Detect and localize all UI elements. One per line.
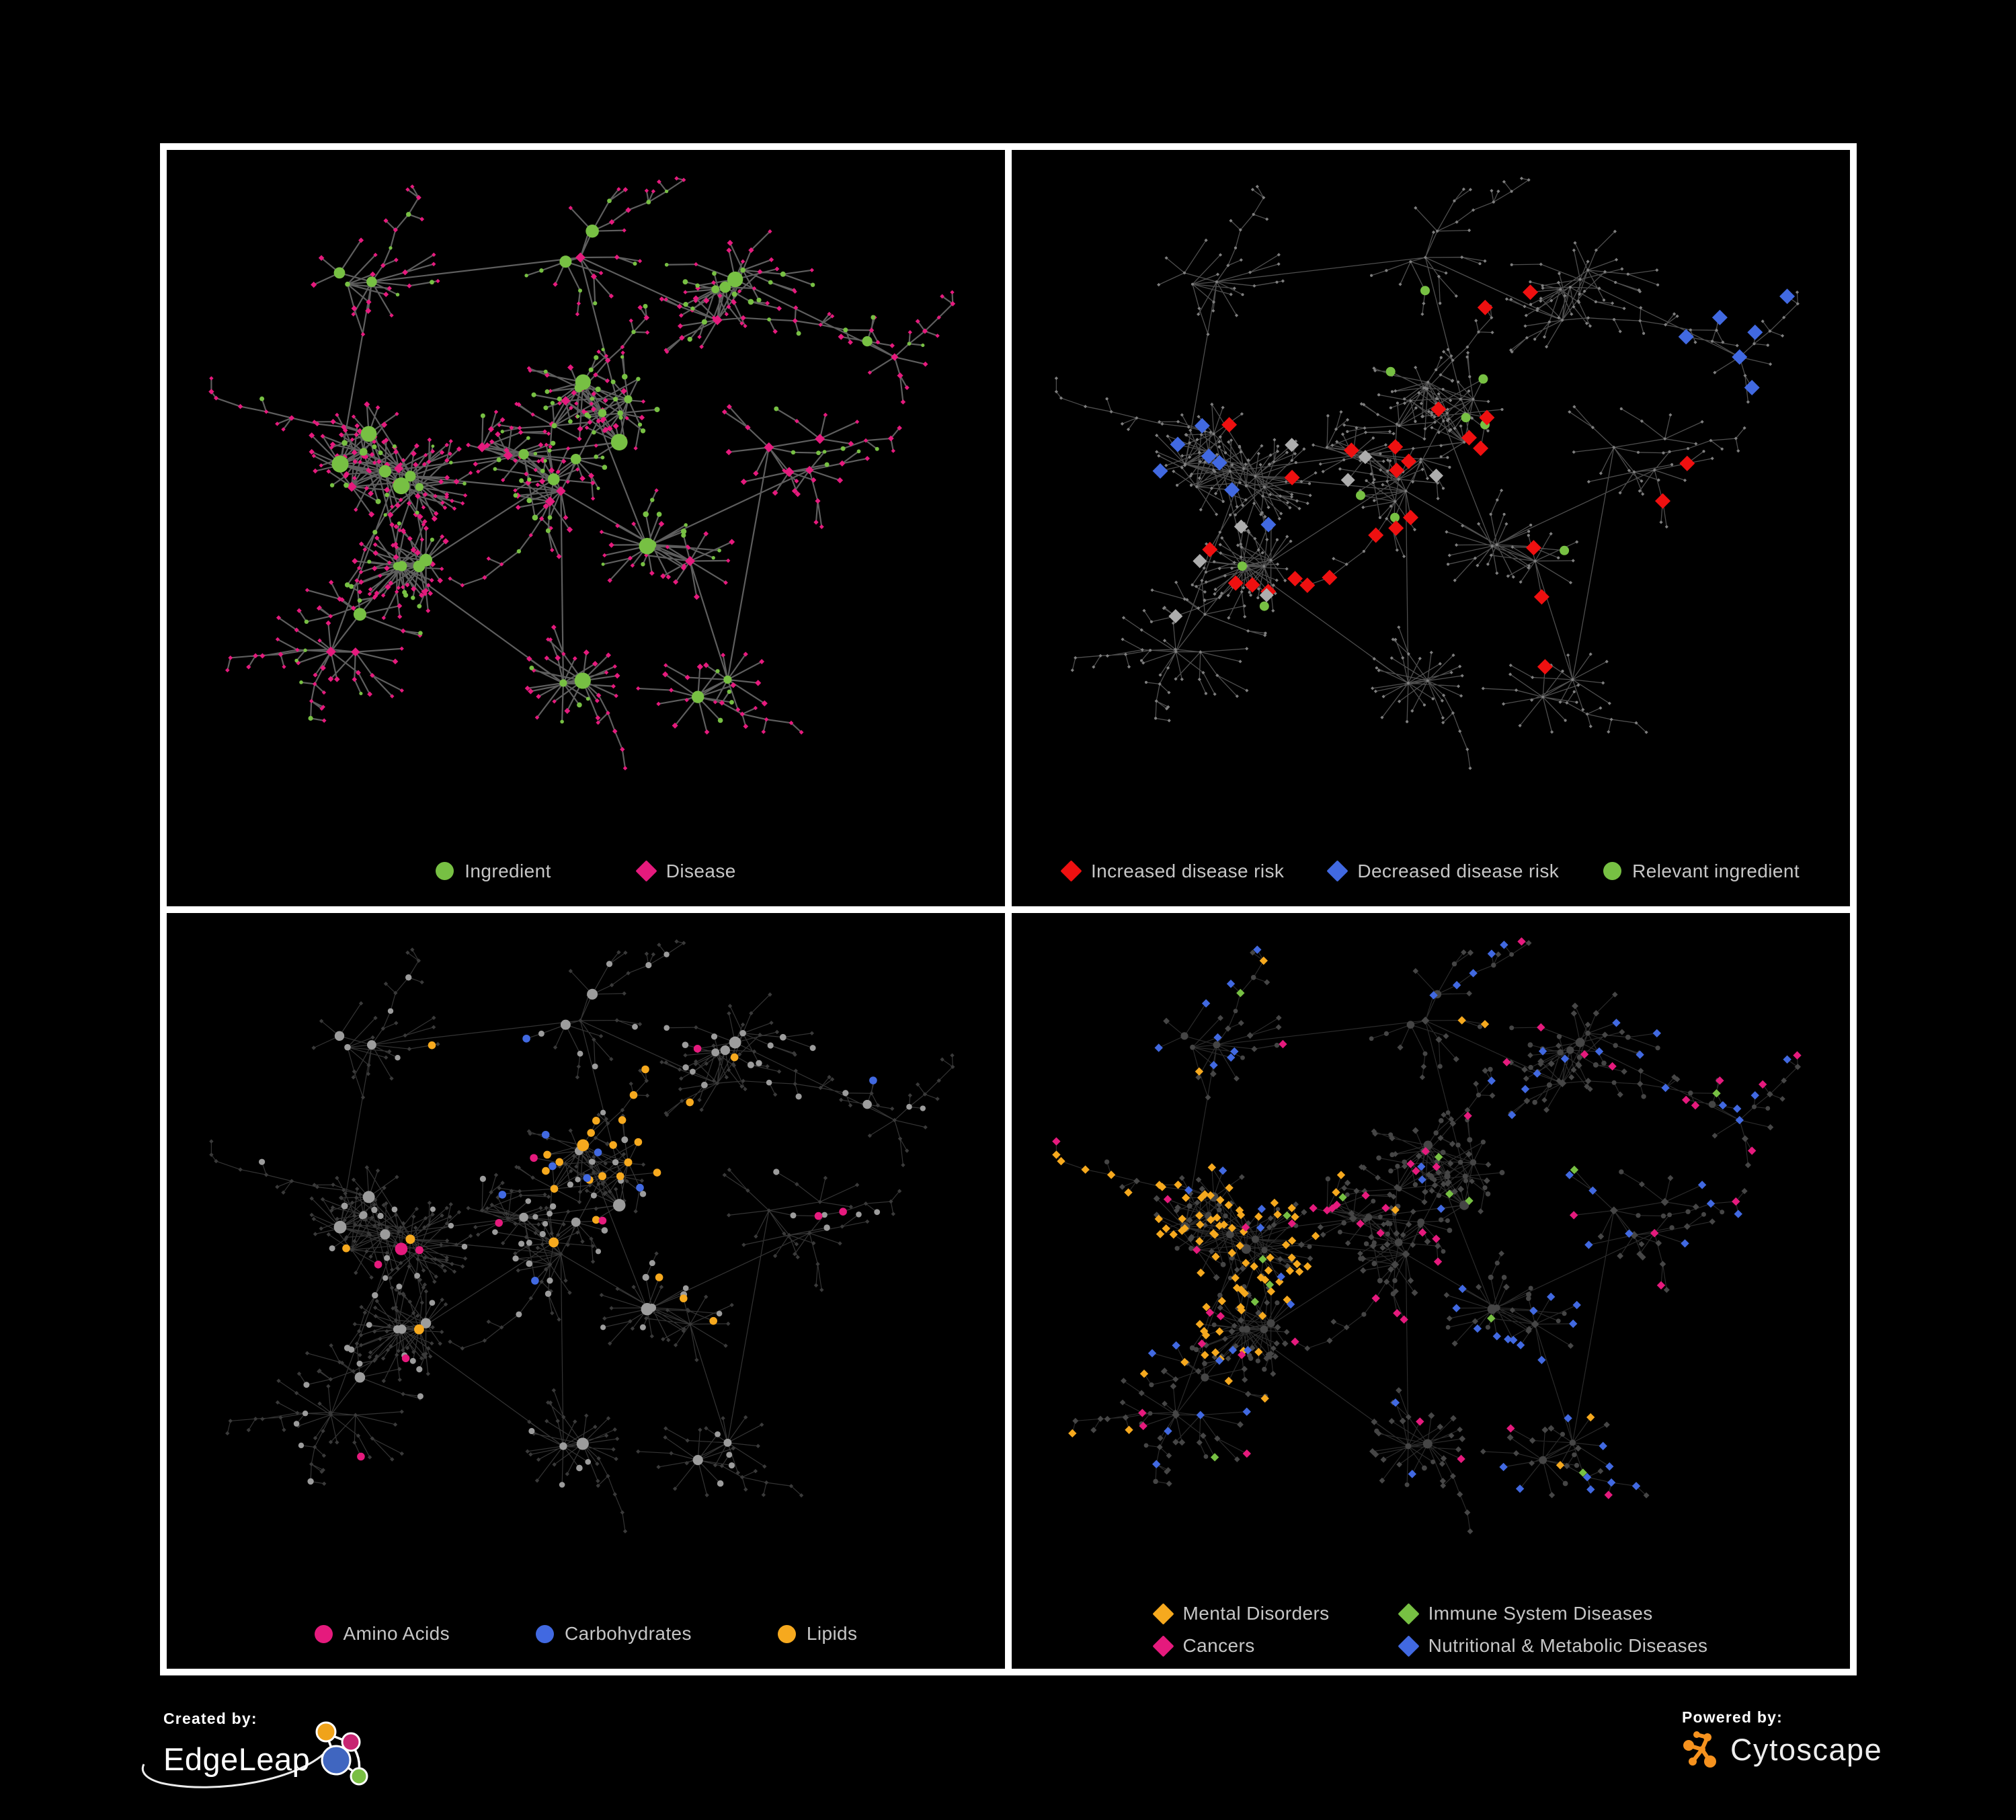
cytoscape-wordmark: Cytoscape <box>1730 1733 1883 1767</box>
panel-disease-risk: Increased disease risk Decreased disease … <box>1012 150 1850 906</box>
cytoscape-logo <box>1683 1731 1716 1768</box>
panel-nutrient-classes: Amino Acids Carbohydrates Lipids <box>167 912 1005 1669</box>
panel-ingredient-disease: Ingredient Disease <box>167 150 1005 906</box>
created-by-label: Created by: <box>163 1710 257 1727</box>
edgeleap-logo <box>315 1721 368 1786</box>
figure-grid: Ingredient Disease Increased disease risk… <box>160 143 1857 1675</box>
network-graph-ingredient-disease <box>208 176 956 770</box>
network-graph-disease-risk <box>1054 176 1800 770</box>
cytoscape-credit: Powered by: Cytoscape <box>1682 1708 1882 1771</box>
network-graph-nutrient-classes <box>209 939 955 1534</box>
panel-disease-categories: Mental Disorders Immune System Diseases Ca… <box>1012 912 1850 1669</box>
powered-by-label: Powered by: <box>1682 1708 1783 1726</box>
edgeleap-credit: Created by: EdgeLeap <box>163 1710 373 1788</box>
network-graph-disease-categories <box>1052 937 1802 1534</box>
edgeleap-wordmark: EdgeLeap <box>163 1741 311 1778</box>
